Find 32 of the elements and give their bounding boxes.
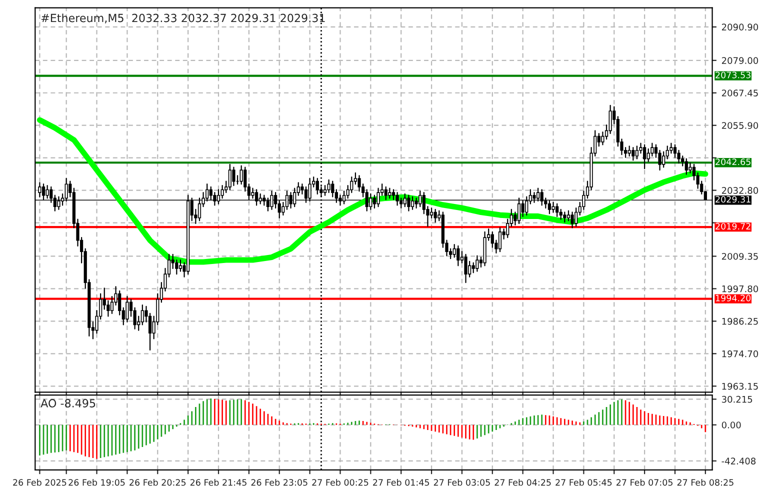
y-tick-label: 2032.80 — [722, 187, 758, 194]
x-tick-label: 27 Feb 04:25 — [494, 478, 551, 486]
x-tick-label: 27 Feb 03:05 — [434, 478, 490, 486]
x-tick-label: 27 Feb 07:05 — [616, 478, 672, 486]
chart-title: AO -8.495 — [40, 399, 96, 408]
x-tick-label: 27 Feb 08:25 — [677, 478, 734, 486]
y-tick-label: 1974.70 — [722, 350, 758, 358]
ref-line-label: 2019.72 — [716, 223, 750, 230]
y-tick-label: 0.00 — [722, 422, 741, 428]
y-tick-label: -42.408 — [722, 458, 756, 464]
ref-line-label: 2073.53 — [716, 72, 750, 78]
x-tick-label: 26 Feb 2025 — [13, 478, 66, 486]
y-tick-label: 2009.35 — [722, 252, 758, 260]
y-tick-label: 2067.45 — [722, 90, 758, 96]
y-tick-label: 1963.15 — [722, 382, 758, 390]
x-tick-label: 27 Feb 01:45 — [373, 478, 430, 486]
x-tick-label: 26 Feb 20:25 — [130, 478, 186, 486]
chart-title: #Ethereum,M5 2032.33 2032.37 2029.31 2029.31 — [41, 14, 325, 24]
ref-line-label: 1994.20 — [716, 294, 751, 302]
x-tick-label: 27 Feb 05:45 — [556, 478, 612, 486]
x-tick-label: 27 Feb 00:25 — [312, 478, 368, 486]
y-tick-label: 2079.00 — [722, 57, 758, 64]
y-tick-label: 1997.80 — [722, 285, 758, 292]
y-tick-label: 30.215 — [722, 396, 752, 403]
y-tick-label: 1986.25 — [722, 318, 758, 325]
ref-line-label: 2029.31 — [716, 196, 750, 203]
x-tick-label: 26 Feb 23:05 — [251, 478, 308, 486]
y-tick-label: 2055.90 — [722, 122, 758, 129]
y-tick-label: 2090.90 — [722, 24, 758, 30]
x-tick-label: 26 Feb 19:05 — [68, 478, 125, 486]
ref-line-label: 2042.65 — [716, 158, 750, 166]
x-tick-label: 26 Feb 21:45 — [190, 478, 246, 486]
